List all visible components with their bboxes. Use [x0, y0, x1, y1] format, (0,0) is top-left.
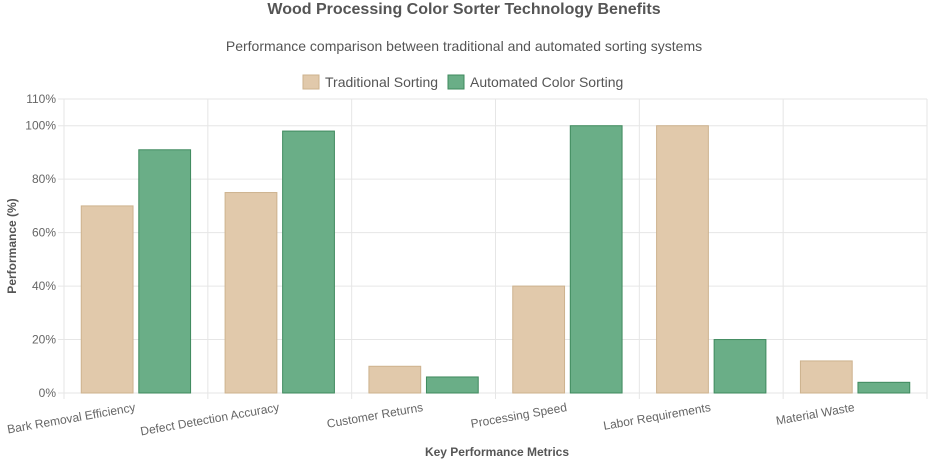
y-tick-label: 80%: [32, 172, 56, 186]
bar-automated-3[interactable]: [569, 125, 623, 394]
x-axis-ticks: Bark Removal Efficiency Defect Detection …: [6, 400, 856, 438]
grid: [58, 98, 928, 399]
bar-traditional-3[interactable]: [512, 285, 566, 394]
chart-subtitle: Performance comparison between tradition…: [226, 38, 702, 54]
chart-title: Wood Processing Color Sorter Technology …: [267, 1, 660, 18]
bar-traditional-1[interactable]: [224, 192, 278, 394]
legend: Traditional Sorting Automated Color Sort…: [302, 74, 623, 90]
y-axis-ticks: 0% 20% 40% 60% 80% 100% 110%: [25, 92, 56, 400]
x-tick-label: Labor Requirements: [602, 400, 712, 433]
x-tick-label: Material Waste: [775, 400, 856, 428]
x-tick-label: Customer Returns: [326, 400, 424, 431]
y-tick-label: 100%: [25, 119, 56, 133]
bar-traditional-0[interactable]: [80, 205, 134, 394]
bar-traditional-5[interactable]: [799, 360, 853, 394]
x-tick-label: Processing Speed: [470, 400, 568, 431]
x-tick-label: Bark Removal Efficiency: [6, 400, 136, 436]
y-tick-label: 0%: [39, 386, 57, 400]
legend-swatch-traditional: [302, 74, 320, 90]
bar-traditional-4[interactable]: [656, 125, 709, 394]
bar-automated-0[interactable]: [138, 149, 192, 394]
y-tick-label: 20%: [32, 333, 56, 347]
y-tick-label: 40%: [32, 279, 56, 293]
bar-automated-5[interactable]: [857, 381, 911, 394]
bar-automated-4[interactable]: [713, 339, 767, 394]
legend-label-automated: Automated Color Sorting: [470, 74, 623, 90]
bar-traditional-2[interactable]: [368, 365, 422, 394]
y-axis-title: Performance (%): [5, 198, 19, 293]
bars: [80, 125, 911, 394]
legend-item-automated[interactable]: Automated Color Sorting: [447, 74, 623, 90]
bar-automated-2[interactable]: [425, 376, 479, 394]
bar-automated-1[interactable]: [282, 130, 335, 394]
y-tick-label: 60%: [32, 226, 56, 240]
legend-item-traditional[interactable]: Traditional Sorting: [302, 74, 438, 90]
legend-swatch-automated: [447, 74, 465, 90]
x-axis-title: Key Performance Metrics: [425, 445, 569, 459]
y-tick-label: 110%: [26, 92, 56, 106]
legend-label-traditional: Traditional Sorting: [325, 74, 438, 90]
x-tick-label: Defect Detection Accuracy: [139, 400, 280, 438]
